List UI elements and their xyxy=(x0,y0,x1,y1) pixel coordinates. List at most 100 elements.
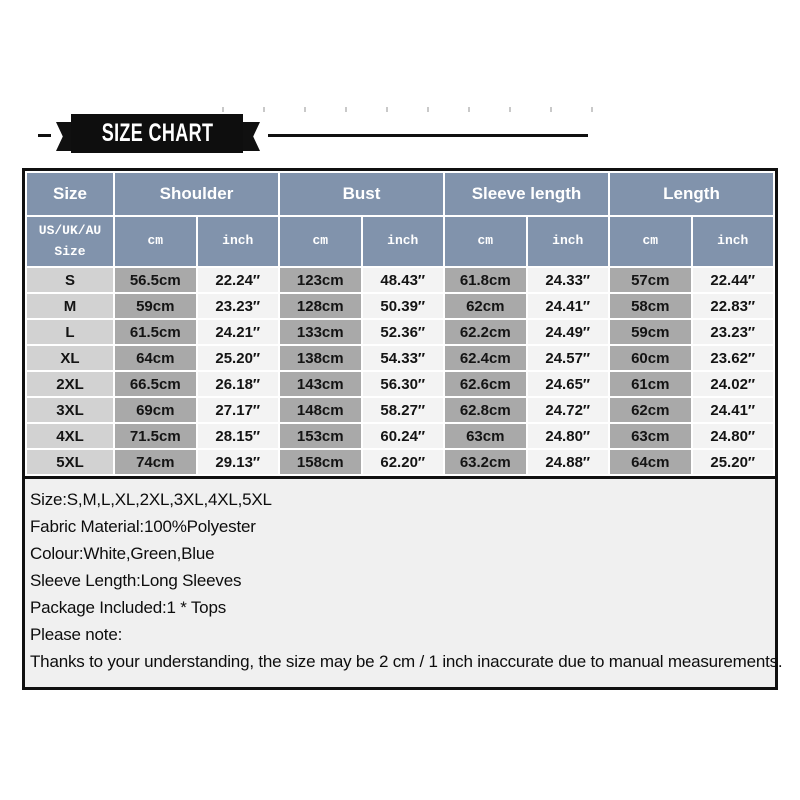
tick-icon xyxy=(427,107,429,112)
measurement-cell: 58.27″ xyxy=(362,398,443,422)
measurement-cell: 60.24″ xyxy=(362,424,443,448)
measurement-cell: 138cm xyxy=(280,346,361,370)
measurement-cell: 61.5cm xyxy=(115,320,196,344)
measurement-cell: 128cm xyxy=(280,294,361,318)
size-cell: 3XL xyxy=(27,398,113,422)
measurement-cell: 153cm xyxy=(280,424,361,448)
banner-left-dash xyxy=(38,134,51,137)
measurement-cell: 28.15″ xyxy=(197,424,278,448)
size-cell: S xyxy=(27,268,113,292)
measurement-cell: 24.21″ xyxy=(197,320,278,344)
subheader-inch: inch xyxy=(527,217,608,266)
measurement-cell: 27.17″ xyxy=(197,398,278,422)
size-table-body: S 56.5cm 22.24″ 123cm 48.43″ 61.8cm 24.33″ 57cm… xyxy=(27,268,773,474)
measurement-cell: 62.20″ xyxy=(362,450,443,474)
size-cell: 2XL xyxy=(27,372,113,396)
measurement-cell: 48.43″ xyxy=(362,268,443,292)
size-chart-ribbon: SIZE CHART xyxy=(71,114,243,153)
subheader-cm: cm xyxy=(280,217,361,266)
measurement-cell: 64cm xyxy=(115,346,196,370)
measurement-cell: 62.6cm xyxy=(445,372,526,396)
table-row: 2XL 66.5cm 26.18″ 143cm 56.30″ 62.6cm 24.65″ 61… xyxy=(27,372,773,396)
tick-icon xyxy=(509,107,511,112)
size-cell: XL xyxy=(27,346,113,370)
table-row: M 59cm 23.23″ 128cm 50.39″ 62cm 24.41″ 58cm 22.8… xyxy=(27,294,773,318)
table-row: XL 64cm 25.20″ 138cm 54.33″ 62.4cm 24.57″ 60cm 2… xyxy=(27,346,773,370)
tick-marks xyxy=(222,107,602,113)
measurement-cell: 26.18″ xyxy=(197,372,278,396)
measurement-cell: 63.2cm xyxy=(445,450,526,474)
measurement-cell: 24.65″ xyxy=(527,372,608,396)
subheader-size-standard: US/UK/AU Size xyxy=(27,217,113,266)
header-row-groups: Size Shoulder Bust Sleeve length Length xyxy=(27,173,773,215)
tick-icon xyxy=(550,107,552,112)
tick-icon xyxy=(222,107,224,112)
banner-title: SIZE CHART xyxy=(101,119,213,147)
table-row: S 56.5cm 22.24″ 123cm 48.43″ 61.8cm 24.33″ 57cm… xyxy=(27,268,773,292)
measurement-cell: 56.5cm xyxy=(115,268,196,292)
size-chart-sheet: Size Shoulder Bust Sleeve length Length … xyxy=(22,168,783,690)
measurement-cell: 24.33″ xyxy=(527,268,608,292)
measurement-cell: 59cm xyxy=(610,320,691,344)
measurement-cell: 23.23″ xyxy=(197,294,278,318)
ribbon-left-fold-icon xyxy=(56,122,73,151)
measurement-cell: 24.41″ xyxy=(527,294,608,318)
measurement-cell: 61cm xyxy=(610,372,691,396)
measurement-cell: 143cm xyxy=(280,372,361,396)
size-table-header: Size Shoulder Bust Sleeve length Length … xyxy=(27,173,773,266)
detail-disclaimer: Thanks to your understanding, the size m… xyxy=(30,652,783,671)
tick-icon xyxy=(386,107,388,112)
subheader-inch: inch xyxy=(197,217,278,266)
measurement-cell: 133cm xyxy=(280,320,361,344)
subheader-cm: cm xyxy=(445,217,526,266)
column-header-bust: Bust xyxy=(280,173,443,215)
measurement-cell: 24.72″ xyxy=(527,398,608,422)
size-cell: 5XL xyxy=(27,450,113,474)
measurement-cell: 71.5cm xyxy=(115,424,196,448)
column-header-sleeve-length: Sleeve length xyxy=(445,173,608,215)
measurement-cell: 22.44″ xyxy=(692,268,773,292)
measurement-cell: 22.83″ xyxy=(692,294,773,318)
size-table: Size Shoulder Bust Sleeve length Length … xyxy=(25,171,775,476)
measurement-cell: 23.23″ xyxy=(692,320,773,344)
measurement-cell: 64cm xyxy=(610,450,691,474)
measurement-cell: 123cm xyxy=(280,268,361,292)
measurement-cell: 23.62″ xyxy=(692,346,773,370)
size-cell: 4XL xyxy=(27,424,113,448)
measurement-cell: 24.80″ xyxy=(527,424,608,448)
table-row: 4XL 71.5cm 28.15″ 153cm 60.24″ 63cm 24.80″ 63cm… xyxy=(27,424,773,448)
measurement-cell: 62cm xyxy=(445,294,526,318)
detail-please-note: Please note: xyxy=(30,625,123,644)
ribbon-right-fold-icon xyxy=(243,122,260,151)
detail-sleeve-length: Sleeve Length:Long Sleeves xyxy=(30,571,242,590)
measurement-cell: 22.24″ xyxy=(197,268,278,292)
measurement-cell: 69cm xyxy=(115,398,196,422)
measurement-cell: 24.41″ xyxy=(692,398,773,422)
tick-icon xyxy=(304,107,306,112)
measurement-cell: 60cm xyxy=(610,346,691,370)
subheader-cm: cm xyxy=(115,217,196,266)
measurement-cell: 52.36″ xyxy=(362,320,443,344)
banner-rule xyxy=(268,134,588,137)
measurement-cell: 24.49″ xyxy=(527,320,608,344)
header-row-units: US/UK/AU Size cm inch cm inch cm inch cm… xyxy=(27,217,773,266)
measurement-cell: 62.8cm xyxy=(445,398,526,422)
measurement-cell: 25.20″ xyxy=(197,346,278,370)
measurement-cell: 66.5cm xyxy=(115,372,196,396)
measurement-cell: 54.33″ xyxy=(362,346,443,370)
measurement-cell: 62cm xyxy=(610,398,691,422)
measurement-cell: 63cm xyxy=(445,424,526,448)
measurement-cell: 62.4cm xyxy=(445,346,526,370)
tick-icon xyxy=(345,107,347,112)
measurement-cell: 61.8cm xyxy=(445,268,526,292)
detail-size-options: Size:S,M,L,XL,2XL,3XL,4XL,5XL xyxy=(30,490,272,509)
measurement-cell: 63cm xyxy=(610,424,691,448)
column-header-shoulder: Shoulder xyxy=(115,173,278,215)
tick-icon xyxy=(263,107,265,112)
size-cell: L xyxy=(27,320,113,344)
measurement-cell: 62.2cm xyxy=(445,320,526,344)
measurement-cell: 24.88″ xyxy=(527,450,608,474)
measurement-cell: 158cm xyxy=(280,450,361,474)
subheader-inch: inch xyxy=(362,217,443,266)
